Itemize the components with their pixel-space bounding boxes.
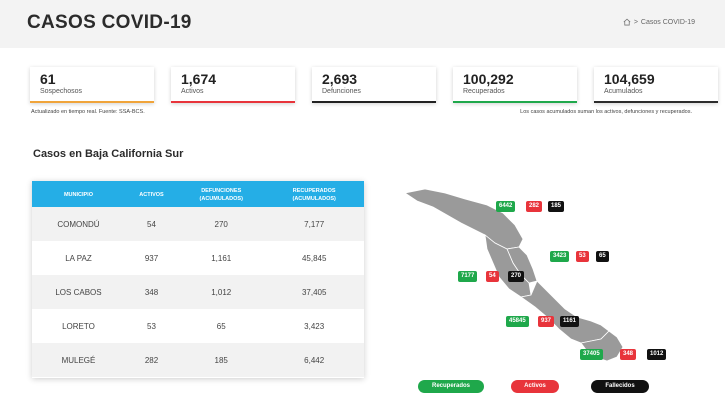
map-label-mulege-fallecidos: 185 xyxy=(548,201,565,212)
page-title: CASOS COVID-19 xyxy=(27,12,192,33)
stat-card-sospechosos: 61 Sospechosos xyxy=(30,67,154,103)
cell-municipio: LOS CABOS xyxy=(55,287,102,297)
map-label-los-cabos-activos: 348 xyxy=(620,349,637,360)
map-label-loreto-activos: 53 xyxy=(576,251,589,262)
stat-label: Recuperados xyxy=(463,88,505,95)
stat-card-recuperados: 100,292 Recuperados xyxy=(453,67,577,103)
stat-card-acumulados: 104,659 Acumulados xyxy=(594,67,718,103)
map-label-los-cabos-fallecidos: 1012 xyxy=(647,349,667,360)
cell-recuperados: 7,177 xyxy=(304,219,325,229)
map-label-los-cabos-recuperados: 37405 xyxy=(580,349,603,360)
section-title: Casos en Baja California Sur xyxy=(33,148,184,160)
cell-activos: 282 xyxy=(144,355,159,365)
stat-label: Sospechosos xyxy=(40,88,83,95)
map-label-mulege-activos: 282 xyxy=(526,201,543,212)
cell-municipio: MULEGÉ xyxy=(61,355,96,365)
map-label-la-paz-activos: 937 xyxy=(538,316,555,327)
stat-value: 2,693 xyxy=(322,71,358,87)
table-row: COMONDÚ 54 270 7,177 xyxy=(32,207,364,241)
cell-defunciones: 1,161 xyxy=(211,253,232,263)
stat-accent-bar xyxy=(594,101,718,103)
map-label-la-paz-fallecidos: 1161 xyxy=(560,316,580,327)
table-header-row: MUNICIPIO ACTIVOS DEFUNCIONES (ACUMULADO… xyxy=(32,181,364,207)
cell-activos: 54 xyxy=(147,219,156,229)
map-label-la-paz-recuperados: 45845 xyxy=(506,316,529,327)
stat-card-defunciones: 2,693 Defunciones xyxy=(312,67,436,103)
cell-activos: 53 xyxy=(147,321,156,331)
municipios-table-card: MUNICIPIO ACTIVOS DEFUNCIONES (ACUMULADO… xyxy=(32,181,364,378)
cell-activos: 348 xyxy=(144,287,159,297)
map-label-loreto-fallecidos: 65 xyxy=(596,251,609,262)
cell-municipio: COMONDÚ xyxy=(57,219,100,229)
stat-accent-bar xyxy=(312,101,436,103)
cell-recuperados: 45,845 xyxy=(301,253,327,263)
breadcrumb-separator: > xyxy=(633,18,638,26)
cell-recuperados: 3,423 xyxy=(304,321,325,331)
cell-defunciones: 1,012 xyxy=(211,287,232,297)
stat-label: Acumulados xyxy=(604,88,643,95)
cell-defunciones: 270 xyxy=(214,219,228,229)
stat-label: Activos xyxy=(181,88,204,95)
stats-row: 61 Sospechosos 1,674 Activos 2,693 Defun… xyxy=(30,67,718,103)
cell-defunciones: 65 xyxy=(216,321,226,331)
stat-accent-bar xyxy=(453,101,577,103)
legend-fallecidos: Fallecidos xyxy=(591,380,649,393)
table-row: MULEGÉ 282 185 6,442 xyxy=(32,343,364,377)
page-header: CASOS COVID-19 > Casos COVID-19 xyxy=(0,0,725,48)
map-label-mulege-recuperados: 6442 xyxy=(496,201,516,212)
map-region-la-paz[interactable] xyxy=(520,280,610,344)
cell-activos: 937 xyxy=(144,253,159,263)
stat-accent-bar xyxy=(171,101,295,103)
cell-defunciones: 185 xyxy=(214,355,228,365)
stat-value: 104,659 xyxy=(604,71,655,87)
cell-recuperados: 37,405 xyxy=(301,287,327,297)
home-icon[interactable] xyxy=(623,18,631,26)
cell-municipio: LORETO xyxy=(62,321,95,331)
municipios-table: MUNICIPIO ACTIVOS DEFUNCIONES (ACUMULADO… xyxy=(32,181,364,377)
stat-value: 100,292 xyxy=(463,71,514,87)
table-row: LA PAZ 937 1,161 45,845 xyxy=(32,241,364,275)
col-header-recuperados: RECUPERADOS (ACUMULADOS) xyxy=(292,187,336,202)
breadcrumb: > Casos COVID-19 xyxy=(623,18,695,26)
map-label-loreto-recuperados: 3423 xyxy=(550,251,570,262)
stat-value: 61 xyxy=(40,71,56,87)
col-header-defunciones: DEFUNCIONES (ACUMULADOS) xyxy=(199,187,243,202)
col-header-activos: ACTIVOS xyxy=(139,191,164,198)
table-row: LORETO 53 65 3,423 xyxy=(32,309,364,343)
col-header-municipio: MUNICIPIO xyxy=(63,191,93,198)
stat-label: Defunciones xyxy=(322,88,361,95)
stat-value: 1,674 xyxy=(181,71,217,87)
breadcrumb-current: Casos COVID-19 xyxy=(640,18,695,26)
cell-municipio: LA PAZ xyxy=(65,253,92,263)
accumulated-note: Los casos acumulados suman los activos, … xyxy=(520,109,692,115)
bcs-map xyxy=(403,188,624,362)
cell-recuperados: 6,442 xyxy=(304,355,325,365)
map-label-comondu-fallecidos: 270 xyxy=(508,271,525,282)
map-region-mulege[interactable] xyxy=(403,188,524,250)
map-label-comondu-activos: 54 xyxy=(486,271,499,282)
stat-accent-bar xyxy=(30,101,154,103)
map-label-comondu-recuperados: 7177 xyxy=(458,271,478,282)
table-row: LOS CABOS 348 1,012 37,405 xyxy=(32,275,364,309)
stat-card-activos: 1,674 Activos xyxy=(171,67,295,103)
update-note: Actualizado en tiempo real. Fuente: SSA-… xyxy=(31,109,145,115)
legend-activos: Activos xyxy=(511,380,559,393)
legend-recuperados: Recuperados xyxy=(418,380,484,393)
